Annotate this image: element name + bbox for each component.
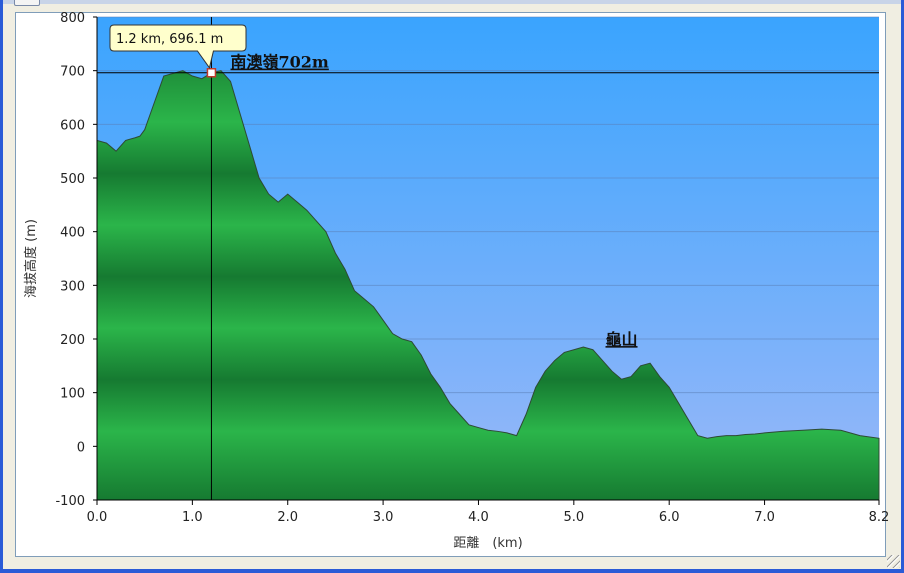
y-axis-label: 海拔高度 (m) [23, 219, 39, 298]
resize-grip[interactable] [887, 555, 900, 568]
x-tick-label: 5.0 [563, 510, 584, 525]
x-tick-label: 7.0 [754, 510, 775, 525]
peak-label: 龜山 [606, 330, 638, 349]
crosshair-marker[interactable] [206, 68, 217, 78]
x-tick-label: 2.0 [277, 510, 298, 525]
x-tick-label: 8.2 [869, 510, 890, 525]
y-tick-labels: 800 700 600 500 400 300 200 100 0 -100 [55, 11, 97, 509]
y-tick-label: 300 [60, 279, 85, 294]
x-tick-label: 0.0 [87, 510, 108, 525]
y-tick-label: 700 [60, 65, 85, 80]
y-tick-label: -100 [55, 494, 85, 509]
elevation-area [96, 70, 880, 501]
y-tick-label: 600 [60, 118, 85, 133]
y-tick-label: 0 [77, 440, 85, 455]
x-tick-label: 3.0 [373, 510, 394, 525]
peak-label: 南澳嶺702m [231, 53, 329, 72]
y-tick-label: 400 [60, 226, 85, 241]
tooltip-text: 1.2 km, 696.1 m [116, 32, 223, 47]
y-tick-label: 100 [60, 387, 85, 402]
y-tick-label: 500 [60, 172, 85, 187]
peak-annotations: 南澳嶺702m 龜山 [231, 53, 638, 349]
y-tick-label: 800 [60, 11, 85, 26]
x-tick-label: 4.0 [468, 510, 489, 525]
x-tick-label: 1.0 [182, 510, 203, 525]
x-axis-label: 距離 (km) [453, 536, 522, 551]
axes [96, 17, 879, 501]
y-tick-label: 200 [60, 333, 85, 348]
x-tick-labels: 0.0 1.0 2.0 3.0 4.0 5.0 6.0 7.0 8.2 [87, 500, 890, 525]
window-top-strip [0, 0, 904, 4]
x-tick-label: 6.0 [659, 510, 680, 525]
window-system-button[interactable] [14, 0, 40, 6]
crosshair-cursor[interactable]: 1.2 km, 696.1 m [97, 17, 879, 500]
tooltip-bubble [109, 24, 247, 69]
